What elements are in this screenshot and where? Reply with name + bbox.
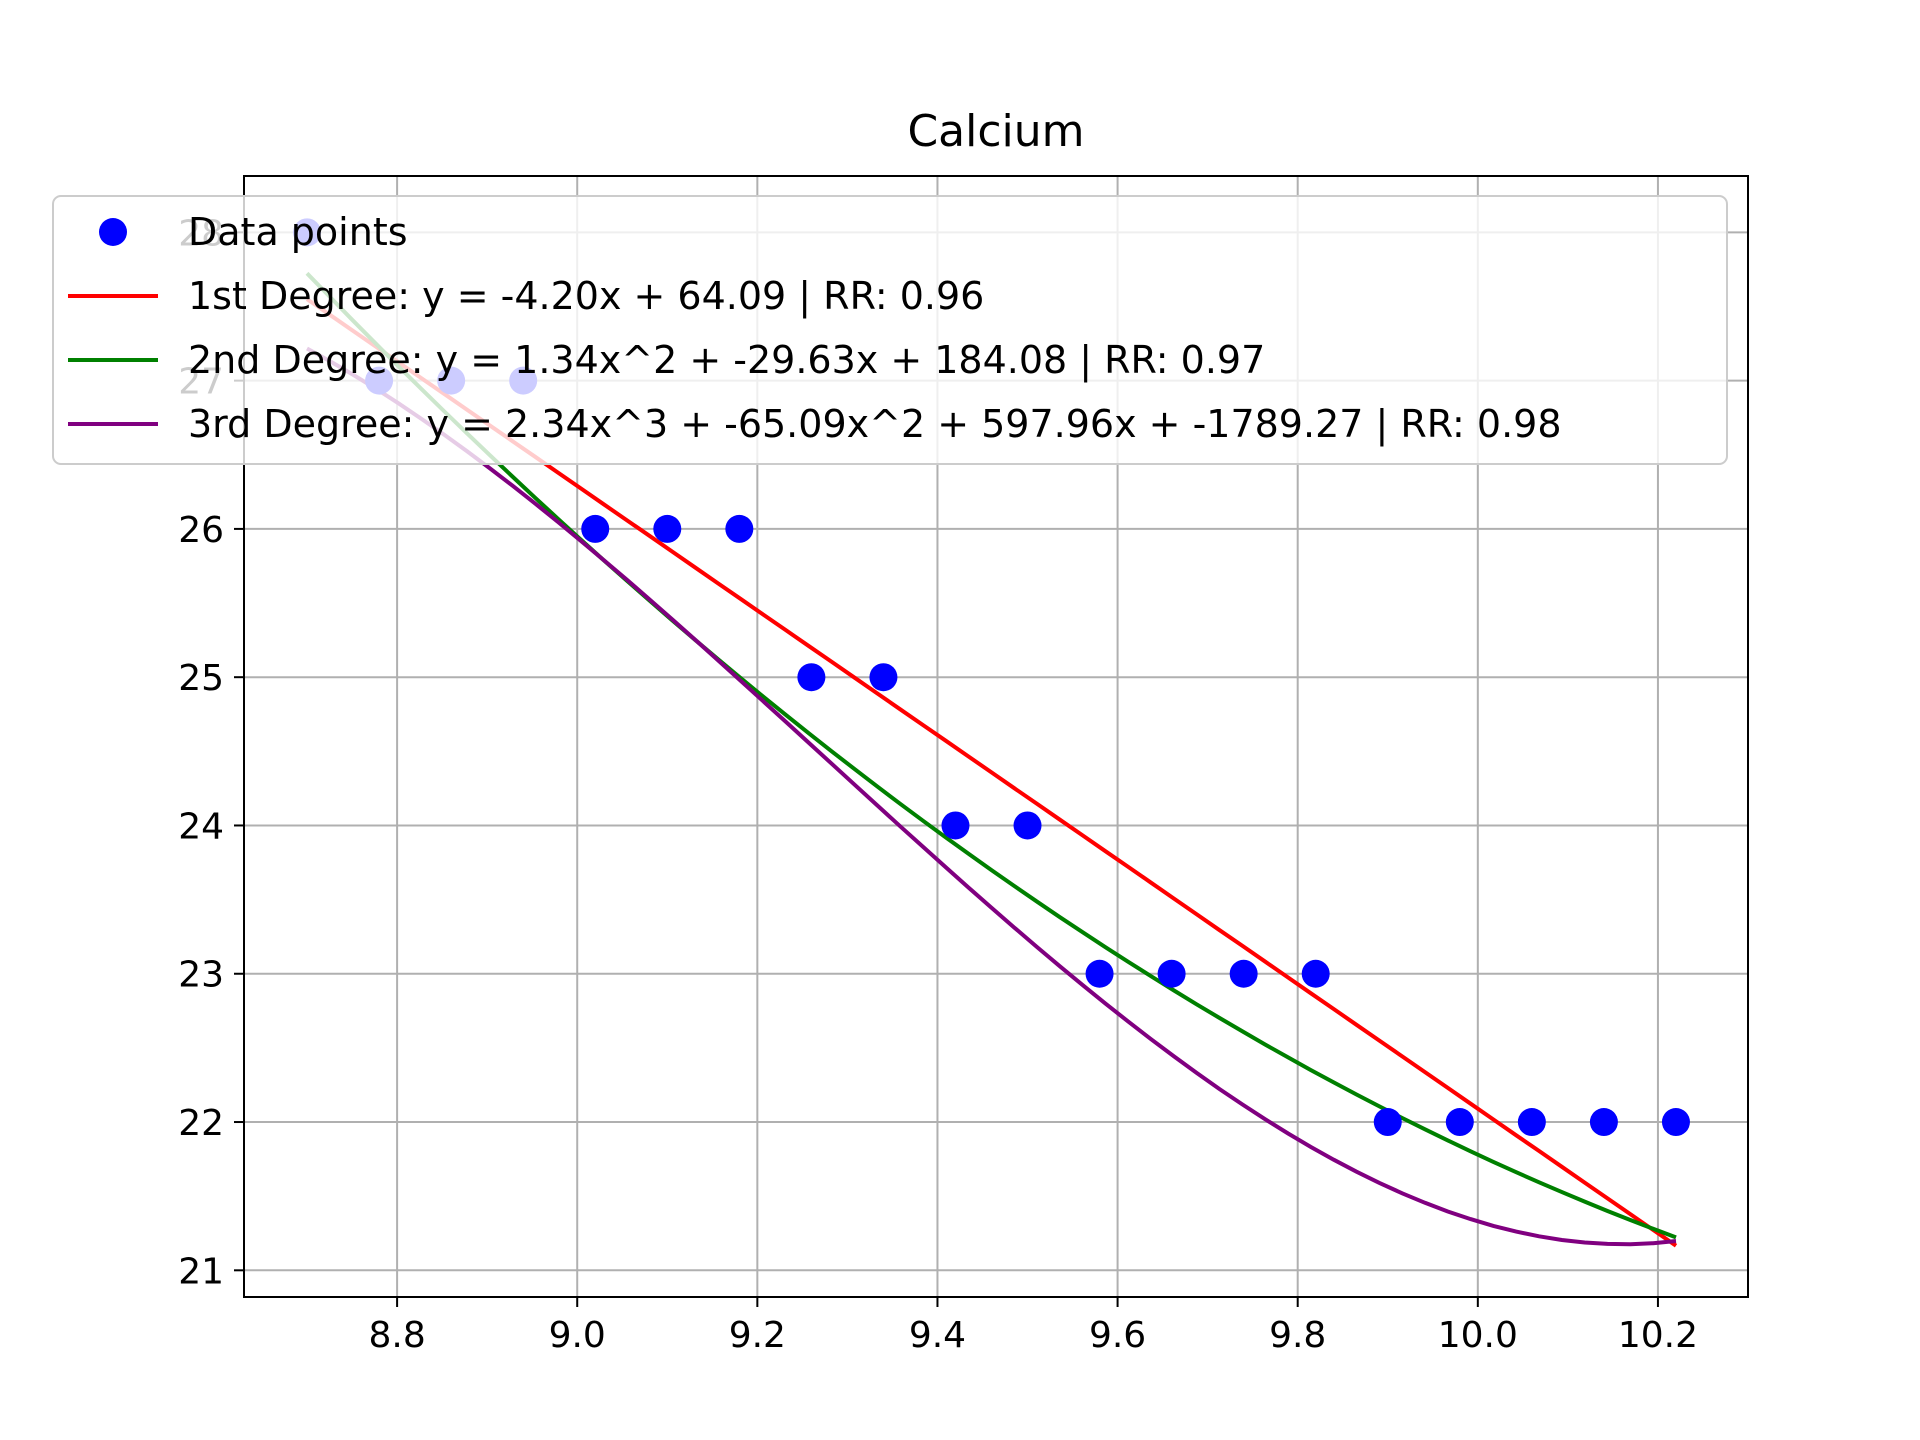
x-tick-label: 9.8 <box>1269 1315 1326 1356</box>
x-tick-label: 9.2 <box>729 1315 786 1356</box>
data-point <box>653 514 682 543</box>
data-point <box>1229 959 1258 988</box>
legend-label-fit-2: 2nd Degree: y = 1.34x^2 + -29.63x + 184.… <box>188 338 1265 383</box>
legend-label-fit-3: 3rd Degree: y = 2.34x^3 + -65.09x^2 + 59… <box>188 402 1562 447</box>
data-point <box>941 811 970 840</box>
data-point <box>1157 959 1186 988</box>
data-point <box>1373 1108 1402 1137</box>
x-tick-label: 9.6 <box>1089 1315 1146 1356</box>
fit-line-2 <box>305 271 1677 1240</box>
x-axis-ticks: 8.8 9.0 9.2 9.4 9.6 9.8 10.0 10.2 <box>368 1297 1698 1356</box>
legend: Data points 1st Degree: y = -4.20x + 64.0… <box>52 195 1728 465</box>
data-point <box>797 663 826 692</box>
fit-line-3 <box>306 346 1677 1247</box>
data-point <box>581 514 610 543</box>
x-tick-label: 10.0 <box>1438 1315 1518 1356</box>
data-point <box>1013 811 1042 840</box>
data-point <box>725 514 754 543</box>
data-point <box>869 663 898 692</box>
y-tick-label: 21 <box>178 1251 224 1292</box>
legend-marker-data-points <box>99 218 127 246</box>
data-point <box>1445 1108 1474 1137</box>
chart-title: Calcium <box>907 106 1084 157</box>
data-point <box>1085 959 1114 988</box>
data-point <box>1661 1108 1690 1137</box>
y-tick-label: 22 <box>178 1103 224 1144</box>
legend-label-fit-1: 1st Degree: y = -4.20x + 64.09 | RR: 0.9… <box>188 274 984 319</box>
y-tick-label: 24 <box>178 806 224 847</box>
x-tick-label: 9.0 <box>549 1315 606 1356</box>
x-tick-label: 10.2 <box>1618 1315 1698 1356</box>
legend-box <box>52 195 1728 465</box>
x-tick-label: 9.4 <box>909 1315 966 1356</box>
legend-label-data-points: Data points <box>188 210 408 254</box>
plot-frame <box>243 175 1749 1298</box>
data-point <box>1301 959 1330 988</box>
y-tick-label: 26 <box>178 510 224 551</box>
data-point <box>1517 1108 1546 1137</box>
y-tick-label: 25 <box>178 658 224 699</box>
y-tick-label: 23 <box>178 955 224 996</box>
data-point <box>1589 1108 1618 1137</box>
x-tick-label: 8.8 <box>368 1315 425 1356</box>
